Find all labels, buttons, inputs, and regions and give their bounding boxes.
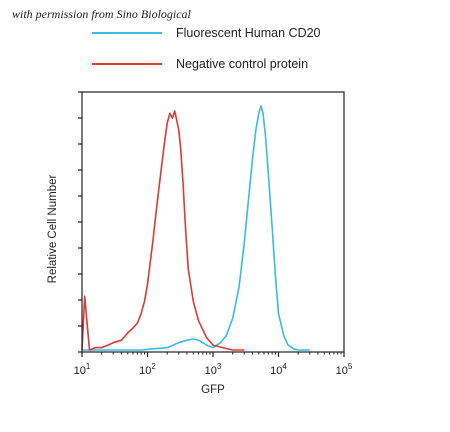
series-lines xyxy=(81,105,310,351)
x-tick-label: 102 xyxy=(139,362,156,377)
x-axis-ticks: 101 102 103 104 105 xyxy=(74,352,353,377)
legend-label: Negative control protein xyxy=(176,57,308,71)
x-tick-label: 104 xyxy=(270,362,287,377)
x-axis-label: GFP xyxy=(201,384,225,396)
y-axis-label: Relative Cell Number xyxy=(47,175,59,284)
legend: Fluorescent Human CD20 Negative control p… xyxy=(92,26,321,71)
x-tick-label: 103 xyxy=(205,362,222,377)
series-line-fluorescent-human-cd20 xyxy=(82,105,310,351)
y-axis-ticks xyxy=(78,91,82,353)
watermark: with permission from Sino Biological xyxy=(12,7,191,21)
x-tick-label: 101 xyxy=(74,362,91,377)
legend-label: Fluorescent Human CD20 xyxy=(176,26,321,40)
plot-frame xyxy=(81,91,345,353)
series-line-negative-control-protein xyxy=(81,110,245,351)
x-tick-label: 105 xyxy=(336,362,353,377)
